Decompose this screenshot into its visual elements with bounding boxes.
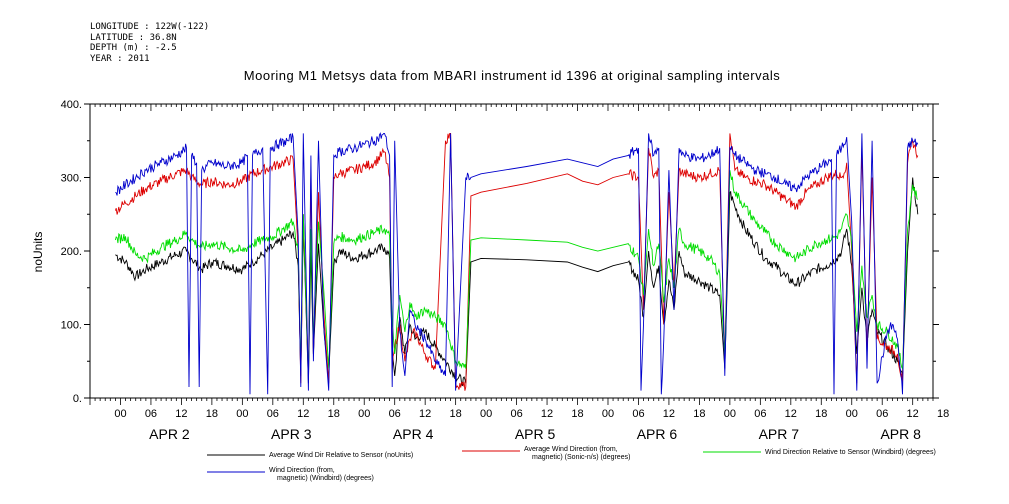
x-day-label: APR 2 <box>149 426 190 442</box>
y-tick-label: 100. <box>61 320 82 332</box>
x-tick-label: 00 <box>846 408 858 420</box>
x-tick-label: 18 <box>937 408 949 420</box>
x-tick-label: 00 <box>602 408 614 420</box>
x-day-label: APR 3 <box>271 426 312 442</box>
x-tick-label: 00 <box>480 408 492 420</box>
x-tick-label: 06 <box>389 408 401 420</box>
x-tick-label: 12 <box>175 408 187 420</box>
x-tick-label: 06 <box>267 408 279 420</box>
series-layer <box>114 132 919 395</box>
legend-label-2: Average Wind Direction (from, magnetic) (… <box>524 446 630 461</box>
x-tick-label: 12 <box>663 408 675 420</box>
x-tick-label: 12 <box>297 408 309 420</box>
y-tick-label: 0. <box>73 393 82 405</box>
x-tick-label: 06 <box>510 408 522 420</box>
x-tick-label: 18 <box>450 408 462 420</box>
x-tick-label: 00 <box>724 408 736 420</box>
x-tick-label: 12 <box>419 408 431 420</box>
latitude-label: LATITUDE : 36.8N <box>90 32 177 43</box>
legend-label-3: Wind Direction Relative to Sensor (Windb… <box>765 449 936 456</box>
x-tick-label: 06 <box>876 408 888 420</box>
x-tick-label: 12 <box>541 408 553 420</box>
x-tick-label: 18 <box>815 408 827 420</box>
y-axis-label: noUnits <box>31 232 45 273</box>
y-tick-label: 300. <box>61 173 82 185</box>
x-tick-label: 18 <box>571 408 583 420</box>
x-tick-label: 18 <box>693 408 705 420</box>
axes-layer: 0. 100. 200. 300. 400. noUnits 00 06 12 18 00 06 12 1… <box>31 99 949 442</box>
x-day-label: APR 6 <box>637 426 678 442</box>
x-day-label: APR 5 <box>515 426 556 442</box>
series-line-3 <box>114 170 919 376</box>
metadata-block: LONGITUDE : 122W(-122) LATITUDE : 36.8N … <box>90 22 209 64</box>
x-tick-label: 12 <box>907 408 919 420</box>
y-tick-label: 400. <box>61 99 82 111</box>
x-tick-label: 00 <box>358 408 370 420</box>
series-line-2 <box>114 132 919 391</box>
chart-title: Mooring M1 Metsys data from MBARI instru… <box>243 68 781 83</box>
x-tick-label: 18 <box>206 408 218 420</box>
year-label: YEAR : 2011 <box>90 53 150 64</box>
x-tick-label: 12 <box>785 408 797 420</box>
x-tick-label: 06 <box>145 408 157 420</box>
x-tick-label: 06 <box>754 408 766 420</box>
x-day-label: APR 8 <box>880 426 921 442</box>
x-tick-label: 00 <box>236 408 248 420</box>
y-tick-label: 200. <box>61 246 82 258</box>
depth-label: DEPTH (m) : -2.5 <box>90 43 177 53</box>
x-tick-label: 18 <box>328 408 340 420</box>
x-tick-label: 00 <box>114 408 126 420</box>
x-tick-label: 06 <box>632 408 644 420</box>
legend-label-1: Average Wind Dir Relative to Sensor (noU… <box>269 452 413 459</box>
longitude-label: LONGITUDE : 122W(-122) <box>90 22 210 32</box>
legend-layer: Average Wind Dir Relative to Sensor (noU… <box>207 446 936 482</box>
series-line-4 <box>115 132 919 395</box>
x-day-label: APR 7 <box>759 426 800 442</box>
plot-frame <box>89 103 934 399</box>
legend-label-4: Wind Direction (from, magnetic) (Windbird… <box>269 467 374 482</box>
x-day-label: APR 4 <box>393 426 434 442</box>
